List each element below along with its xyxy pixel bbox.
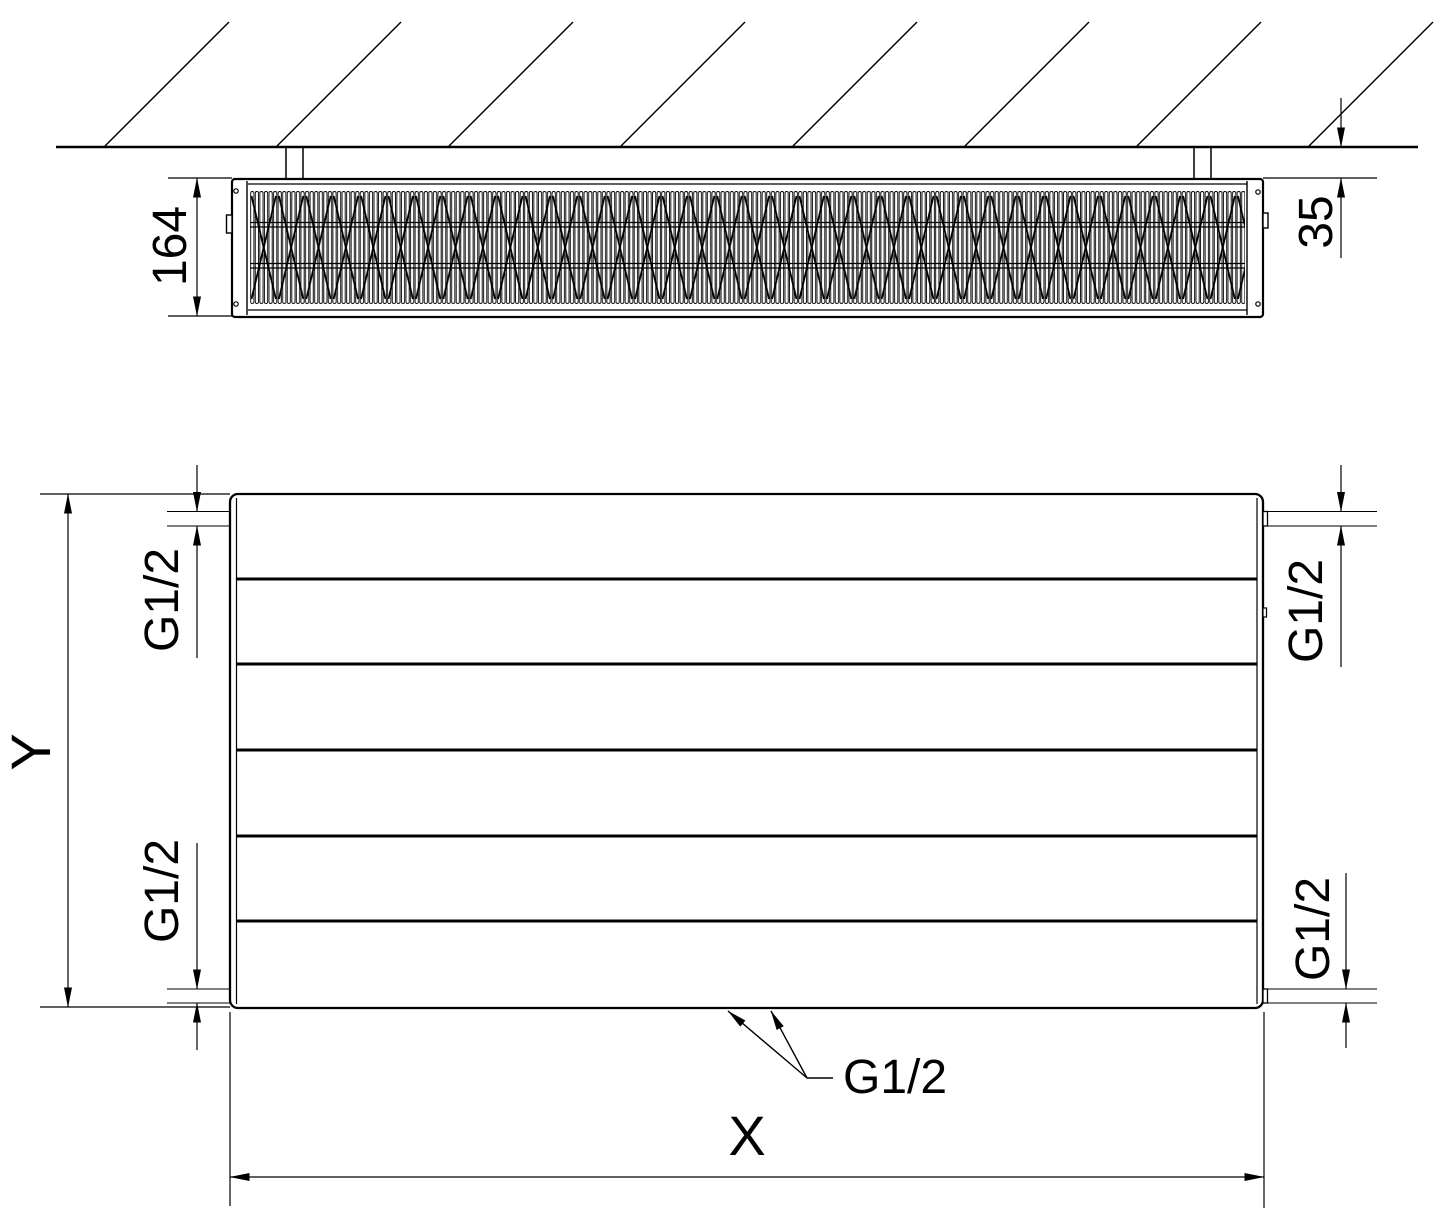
depth-dimension-label: 164 [144, 206, 197, 286]
connection-label-bottom-left: G1/2 [136, 839, 189, 943]
screw-dot [233, 301, 239, 307]
wall-hatching [104, 21, 1434, 147]
connection-label-top-right: G1/2 [1280, 559, 1333, 663]
hatch-line [448, 21, 574, 147]
connection-label-bottom-right: G1/2 [1287, 877, 1340, 981]
hatch-line [620, 21, 746, 147]
radiator-front-outline [228, 492, 1265, 1010]
port-nub-bottom-right [1262, 988, 1269, 1004]
hatch-line [104, 21, 230, 147]
radiator-top-body [225, 177, 1269, 319]
width-dimension-label: X [728, 1104, 765, 1167]
panel-grooves [236, 577, 1257, 923]
hatch-line [1308, 21, 1434, 147]
mounting-brackets [285, 147, 1212, 180]
vent-mark-right [1262, 607, 1268, 618]
height-dimension [40, 493, 230, 1008]
hatch-line [964, 21, 1090, 147]
connection-label-top-left: G1/2 [136, 548, 189, 652]
connection-label-bottom-center: G1/2 [843, 1051, 947, 1104]
leader-line [727, 1010, 808, 1079]
side-port-left [225, 214, 233, 234]
leader-line [770, 1010, 808, 1079]
wall-distance-label: 35 [1290, 195, 1343, 248]
port-extension-lines [167, 510, 1377, 1004]
port-nub-top-right [1262, 510, 1269, 527]
screw-dot [1255, 189, 1261, 195]
wall-distance-dimension [1263, 98, 1377, 258]
convector-fins [250, 190, 1245, 305]
hatch-line [276, 21, 402, 147]
hatch-line [1136, 21, 1262, 147]
screw-dot [1255, 301, 1261, 307]
width-dimension [229, 1012, 1265, 1208]
top-view: 164 35 [56, 21, 1434, 319]
height-dimension-label: Y [0, 733, 62, 770]
radiator-top-outline [230, 177, 1265, 319]
hatch-line [792, 21, 918, 147]
depth-dimension [168, 177, 232, 317]
panel-plate-lines [248, 183, 1247, 311]
screw-dot [233, 188, 239, 194]
bottom-connection-leader [727, 1010, 833, 1079]
front-view: G1/2 G1/2 G1/2 G1/2 Y [0, 465, 1377, 1208]
side-port-right [1262, 212, 1269, 229]
